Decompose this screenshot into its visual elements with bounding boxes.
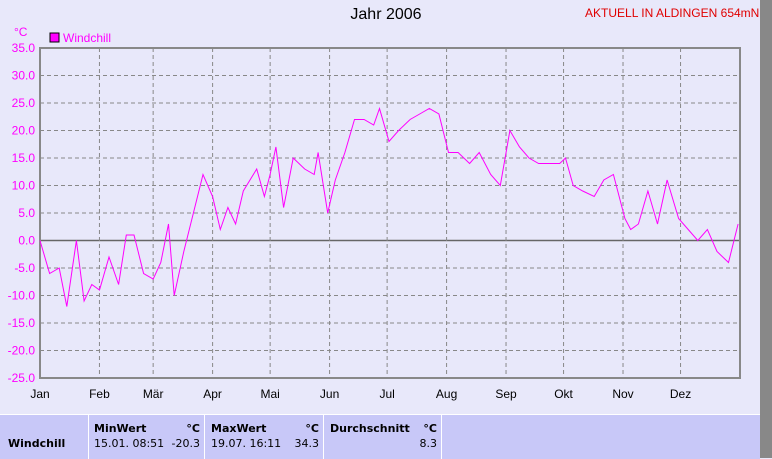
min-unit: °C <box>186 422 200 435</box>
y-tick-label: 5.0 <box>18 206 35 220</box>
series-line-windchill <box>39 106 739 307</box>
y-tick-label: 35.0 <box>12 41 36 55</box>
max-value: 34.3 <box>294 437 320 450</box>
x-tick-label: Jun <box>320 387 339 401</box>
x-tick-label: Dez <box>670 387 691 401</box>
x-tick-label: Jan <box>30 387 49 401</box>
station-label: AKTUELL IN ALDINGEN 654mNN <box>585 6 768 20</box>
avg-cell: Durchschnitt °C 8.3 <box>324 415 442 459</box>
y-tick-label: 0.0 <box>18 234 35 248</box>
min-value: -20.3 <box>171 437 200 450</box>
row-label-cell: Windchill <box>0 415 89 459</box>
x-tick-label: Nov <box>612 387 633 401</box>
avg-value: 8.3 <box>419 437 438 450</box>
avg-unit: °C <box>423 422 437 435</box>
x-tick-label: Aug <box>436 387 457 401</box>
min-header: MinWert <box>94 422 147 435</box>
min-cell: MinWert °C 15.01. 08:51 -20.3 <box>88 415 205 459</box>
x-tick-label: Mai <box>260 387 279 401</box>
x-tick-label: Apr <box>203 387 222 401</box>
y-tick-label: -25.0 <box>8 371 36 385</box>
y-tick-label: 15.0 <box>12 151 36 165</box>
y-tick-label: 30.0 <box>12 69 36 83</box>
max-unit: °C <box>305 422 319 435</box>
y-axis-unit: °C <box>14 25 28 39</box>
max-date: 19.07. 16:11 <box>211 437 282 450</box>
y-tick-label: 20.0 <box>12 124 36 138</box>
legend-label: Windchill <box>63 31 111 45</box>
y-tick-label: 10.0 <box>12 179 36 193</box>
chart-title: Jahr 2006 <box>350 6 422 23</box>
y-tick-label: -20.0 <box>8 344 36 358</box>
x-tick-label: Feb <box>89 387 110 401</box>
x-tick-label: Sep <box>495 387 517 401</box>
legend-swatch <box>49 32 60 43</box>
x-tick-label: Jul <box>379 387 394 401</box>
chart: 35.0 30.0 25.0 20.0 15.0 10.0 5.0 0.0 -5.0 -10.0 -… <box>8 25 741 401</box>
max-header: MaxWert <box>211 422 267 435</box>
max-cell: MaxWert °C 19.07. 16:11 34.3 <box>205 415 324 459</box>
y-tick-label: -15.0 <box>8 316 36 330</box>
stats-table: Windchill MinWert °C 15.01. 08:51 -20.3 … <box>0 414 760 459</box>
y-tick-label: 25.0 <box>12 96 36 110</box>
scrollbar[interactable] <box>760 0 772 458</box>
x-tick-label: Mär <box>143 387 164 401</box>
min-date: 15.01. 08:51 <box>94 437 165 450</box>
avg-header: Durchschnitt <box>330 422 410 435</box>
row-label: Windchill <box>8 437 66 450</box>
plot-frame <box>39 47 741 379</box>
y-tick-label: -5.0 <box>14 261 35 275</box>
y-tick-label: -10.0 <box>8 289 36 303</box>
x-tick-label: Okt <box>554 387 573 401</box>
